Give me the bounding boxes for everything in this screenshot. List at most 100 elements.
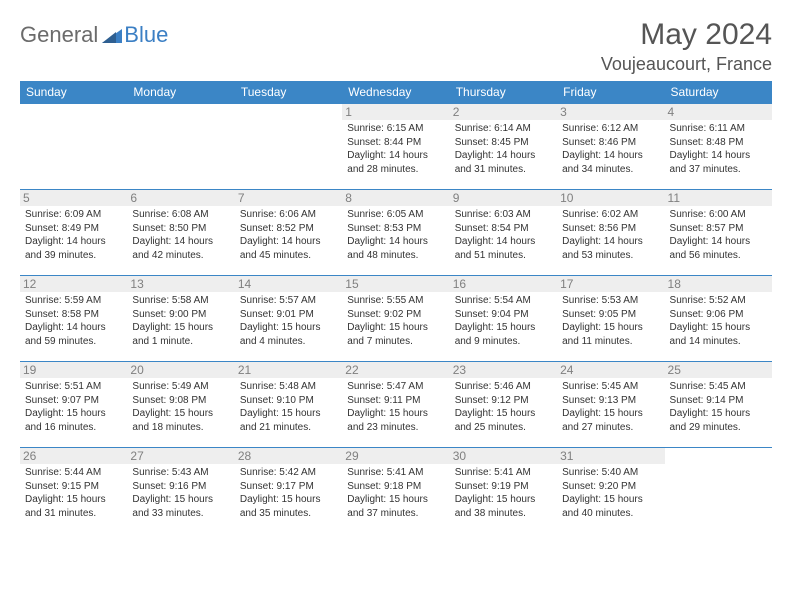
calendar-day-cell: 12Sunrise: 5:59 AMSunset: 8:58 PMDayligh… <box>20 276 127 362</box>
day-detail-text: Sunrise: 5:42 AMSunset: 9:17 PMDaylight:… <box>240 466 337 520</box>
calendar-day-cell: 28 Sunrise: 5:42 AMSunset: 9:17 PMDayligh… <box>235 448 342 534</box>
day-detail-text: Sunrise: 6:09 AMSunset: 8:49 PMDaylight:… <box>25 208 122 262</box>
day-detail-text: Sunrise: 5:59 AMSunset: 8:58 PMDaylight:… <box>25 294 122 348</box>
day-header: Monday <box>127 81 234 104</box>
day-detail-text: Sunrise: 5:47 AMSunset: 9:11 PMDaylight:… <box>347 380 444 434</box>
day-detail-text: Sunrise: 5:51 AMSunset: 9:07 PMDaylight:… <box>25 380 122 434</box>
title-block: May 2024 Voujeaucourt, France <box>601 18 772 75</box>
calendar-day-cell: 11 Sunrise: 6:00 AMSunset: 8:57 PMDayligh… <box>665 190 772 276</box>
day-number: 31 <box>557 448 664 464</box>
page-title: May 2024 <box>601 18 772 52</box>
day-number: 26 <box>20 448 127 464</box>
calendar-week-row: 19 Sunrise: 5:51 AMSunset: 9:07 PMDayligh… <box>20 362 772 448</box>
day-number: 6 <box>127 190 234 206</box>
calendar-day-cell: 25 Sunrise: 5:45 AMSunset: 9:14 PMDayligh… <box>665 362 772 448</box>
day-number: 5 <box>20 190 127 206</box>
day-header: Sunday <box>20 81 127 104</box>
day-detail-text: Sunrise: 5:41 AMSunset: 9:18 PMDaylight:… <box>347 466 444 520</box>
day-number: 18 <box>665 276 772 292</box>
calendar-day-cell: 13Sunrise: 5:58 AMSunset: 9:00 PMDayligh… <box>127 276 234 362</box>
calendar-day-cell <box>20 104 127 190</box>
day-number: 2 <box>450 104 557 120</box>
day-detail-text: Sunrise: 5:52 AMSunset: 9:06 PMDaylight:… <box>670 294 767 348</box>
day-number: 30 <box>450 448 557 464</box>
header: General Blue May 2024 Voujeaucourt, Fran… <box>20 18 772 75</box>
page-subtitle: Voujeaucourt, France <box>601 54 772 75</box>
calendar-day-cell: 18 Sunrise: 5:52 AMSunset: 9:06 PMDayligh… <box>665 276 772 362</box>
day-number: 24 <box>557 362 664 378</box>
day-number: 4 <box>665 104 772 120</box>
calendar-day-cell: 14Sunrise: 5:57 AMSunset: 9:01 PMDayligh… <box>235 276 342 362</box>
day-detail-text: Sunrise: 5:54 AMSunset: 9:04 PMDaylight:… <box>455 294 552 348</box>
calendar-day-cell: 8Sunrise: 6:05 AMSunset: 8:53 PMDaylight… <box>342 190 449 276</box>
day-detail-text: Sunrise: 6:14 AMSunset: 8:45 PMDaylight:… <box>455 122 552 176</box>
day-detail-text: Sunrise: 5:45 AMSunset: 9:13 PMDaylight:… <box>562 380 659 434</box>
calendar-day-cell: 6 Sunrise: 6:08 AMSunset: 8:50 PMDaylight… <box>127 190 234 276</box>
calendar-day-cell: 31 Sunrise: 5:40 AMSunset: 9:20 PMDayligh… <box>557 448 664 534</box>
logo-text-general: General <box>20 22 98 48</box>
day-detail-text: Sunrise: 5:40 AMSunset: 9:20 PMDaylight:… <box>562 466 659 520</box>
day-detail-text: Sunrise: 6:08 AMSunset: 8:50 PMDaylight:… <box>132 208 229 262</box>
day-number: 21 <box>235 362 342 378</box>
day-detail-text: Sunrise: 5:55 AMSunset: 9:02 PMDaylight:… <box>347 294 444 348</box>
day-header: Tuesday <box>235 81 342 104</box>
day-number: 17 <box>557 276 664 292</box>
day-detail-text: Sunrise: 6:00 AMSunset: 8:57 PMDaylight:… <box>670 208 767 262</box>
calendar-table: Sunday Monday Tuesday Wednesday Thursday… <box>20 81 772 534</box>
calendar-week-row: 5 Sunrise: 6:09 AMSunset: 8:49 PMDaylight… <box>20 190 772 276</box>
logo-triangle-icon <box>102 27 122 43</box>
calendar-week-row: 1 Sunrise: 6:15 AMSunset: 8:44 PMDaylight… <box>20 104 772 190</box>
day-number: 10 <box>557 190 664 206</box>
calendar-day-cell: 22 Sunrise: 5:47 AMSunset: 9:11 PMDayligh… <box>342 362 449 448</box>
day-detail-text: Sunrise: 5:58 AMSunset: 9:00 PMDaylight:… <box>132 294 229 348</box>
calendar-day-cell: 9Sunrise: 6:03 AMSunset: 8:54 PMDaylight… <box>450 190 557 276</box>
day-number: 16 <box>450 276 557 292</box>
day-number: 28 <box>235 448 342 464</box>
calendar-day-cell: 16 Sunrise: 5:54 AMSunset: 9:04 PMDayligh… <box>450 276 557 362</box>
day-detail-text: Sunrise: 5:49 AMSunset: 9:08 PMDaylight:… <box>132 380 229 434</box>
day-number: 19 <box>20 362 127 378</box>
day-detail-text: Sunrise: 5:45 AMSunset: 9:14 PMDaylight:… <box>670 380 767 434</box>
day-number: 22 <box>342 362 449 378</box>
calendar-day-cell: 5 Sunrise: 6:09 AMSunset: 8:49 PMDaylight… <box>20 190 127 276</box>
day-detail-text: Sunrise: 5:46 AMSunset: 9:12 PMDaylight:… <box>455 380 552 434</box>
day-detail-text: Sunrise: 5:53 AMSunset: 9:05 PMDaylight:… <box>562 294 659 348</box>
day-number: 3 <box>557 104 664 120</box>
day-detail-text: Sunrise: 6:11 AMSunset: 8:48 PMDaylight:… <box>670 122 767 176</box>
day-header: Thursday <box>450 81 557 104</box>
calendar-day-cell: 2 Sunrise: 6:14 AMSunset: 8:45 PMDaylight… <box>450 104 557 190</box>
calendar-week-row: 26Sunrise: 5:44 AMSunset: 9:15 PMDayligh… <box>20 448 772 534</box>
day-number: 27 <box>127 448 234 464</box>
calendar-day-cell: 17 Sunrise: 5:53 AMSunset: 9:05 PMDayligh… <box>557 276 664 362</box>
calendar-day-cell <box>127 104 234 190</box>
calendar-day-cell: 19 Sunrise: 5:51 AMSunset: 9:07 PMDayligh… <box>20 362 127 448</box>
calendar-day-cell: 26Sunrise: 5:44 AMSunset: 9:15 PMDayligh… <box>20 448 127 534</box>
day-detail-text: Sunrise: 5:48 AMSunset: 9:10 PMDaylight:… <box>240 380 337 434</box>
day-number: 1 <box>342 104 449 120</box>
calendar-day-cell: 27 Sunrise: 5:43 AMSunset: 9:16 PMDayligh… <box>127 448 234 534</box>
day-detail-text: Sunrise: 6:02 AMSunset: 8:56 PMDaylight:… <box>562 208 659 262</box>
calendar-day-cell: 7Sunrise: 6:06 AMSunset: 8:52 PMDaylight… <box>235 190 342 276</box>
day-number: 8 <box>342 190 449 206</box>
calendar-day-cell: 30 Sunrise: 5:41 AMSunset: 9:19 PMDayligh… <box>450 448 557 534</box>
calendar-day-cell <box>665 448 772 534</box>
day-number: 11 <box>665 190 772 206</box>
day-number: 20 <box>127 362 234 378</box>
day-header: Saturday <box>665 81 772 104</box>
day-number: 15 <box>342 276 449 292</box>
day-number: 14 <box>235 276 342 292</box>
day-number: 25 <box>665 362 772 378</box>
day-header: Friday <box>557 81 664 104</box>
day-detail-text: Sunrise: 5:41 AMSunset: 9:19 PMDaylight:… <box>455 466 552 520</box>
calendar-day-cell: 10 Sunrise: 6:02 AMSunset: 8:56 PMDayligh… <box>557 190 664 276</box>
calendar-day-cell: 23Sunrise: 5:46 AMSunset: 9:12 PMDayligh… <box>450 362 557 448</box>
calendar-day-cell: 24 Sunrise: 5:45 AMSunset: 9:13 PMDayligh… <box>557 362 664 448</box>
day-detail-text: Sunrise: 5:43 AMSunset: 9:16 PMDaylight:… <box>132 466 229 520</box>
calendar-day-cell <box>235 104 342 190</box>
calendar-day-cell: 29Sunrise: 5:41 AMSunset: 9:18 PMDayligh… <box>342 448 449 534</box>
calendar-day-cell: 15 Sunrise: 5:55 AMSunset: 9:02 PMDayligh… <box>342 276 449 362</box>
day-detail-text: Sunrise: 6:12 AMSunset: 8:46 PMDaylight:… <box>562 122 659 176</box>
logo-text-blue: Blue <box>124 22 168 48</box>
calendar-day-cell: 3 Sunrise: 6:12 AMSunset: 8:46 PMDaylight… <box>557 104 664 190</box>
day-detail-text: Sunrise: 6:15 AMSunset: 8:44 PMDaylight:… <box>347 122 444 176</box>
